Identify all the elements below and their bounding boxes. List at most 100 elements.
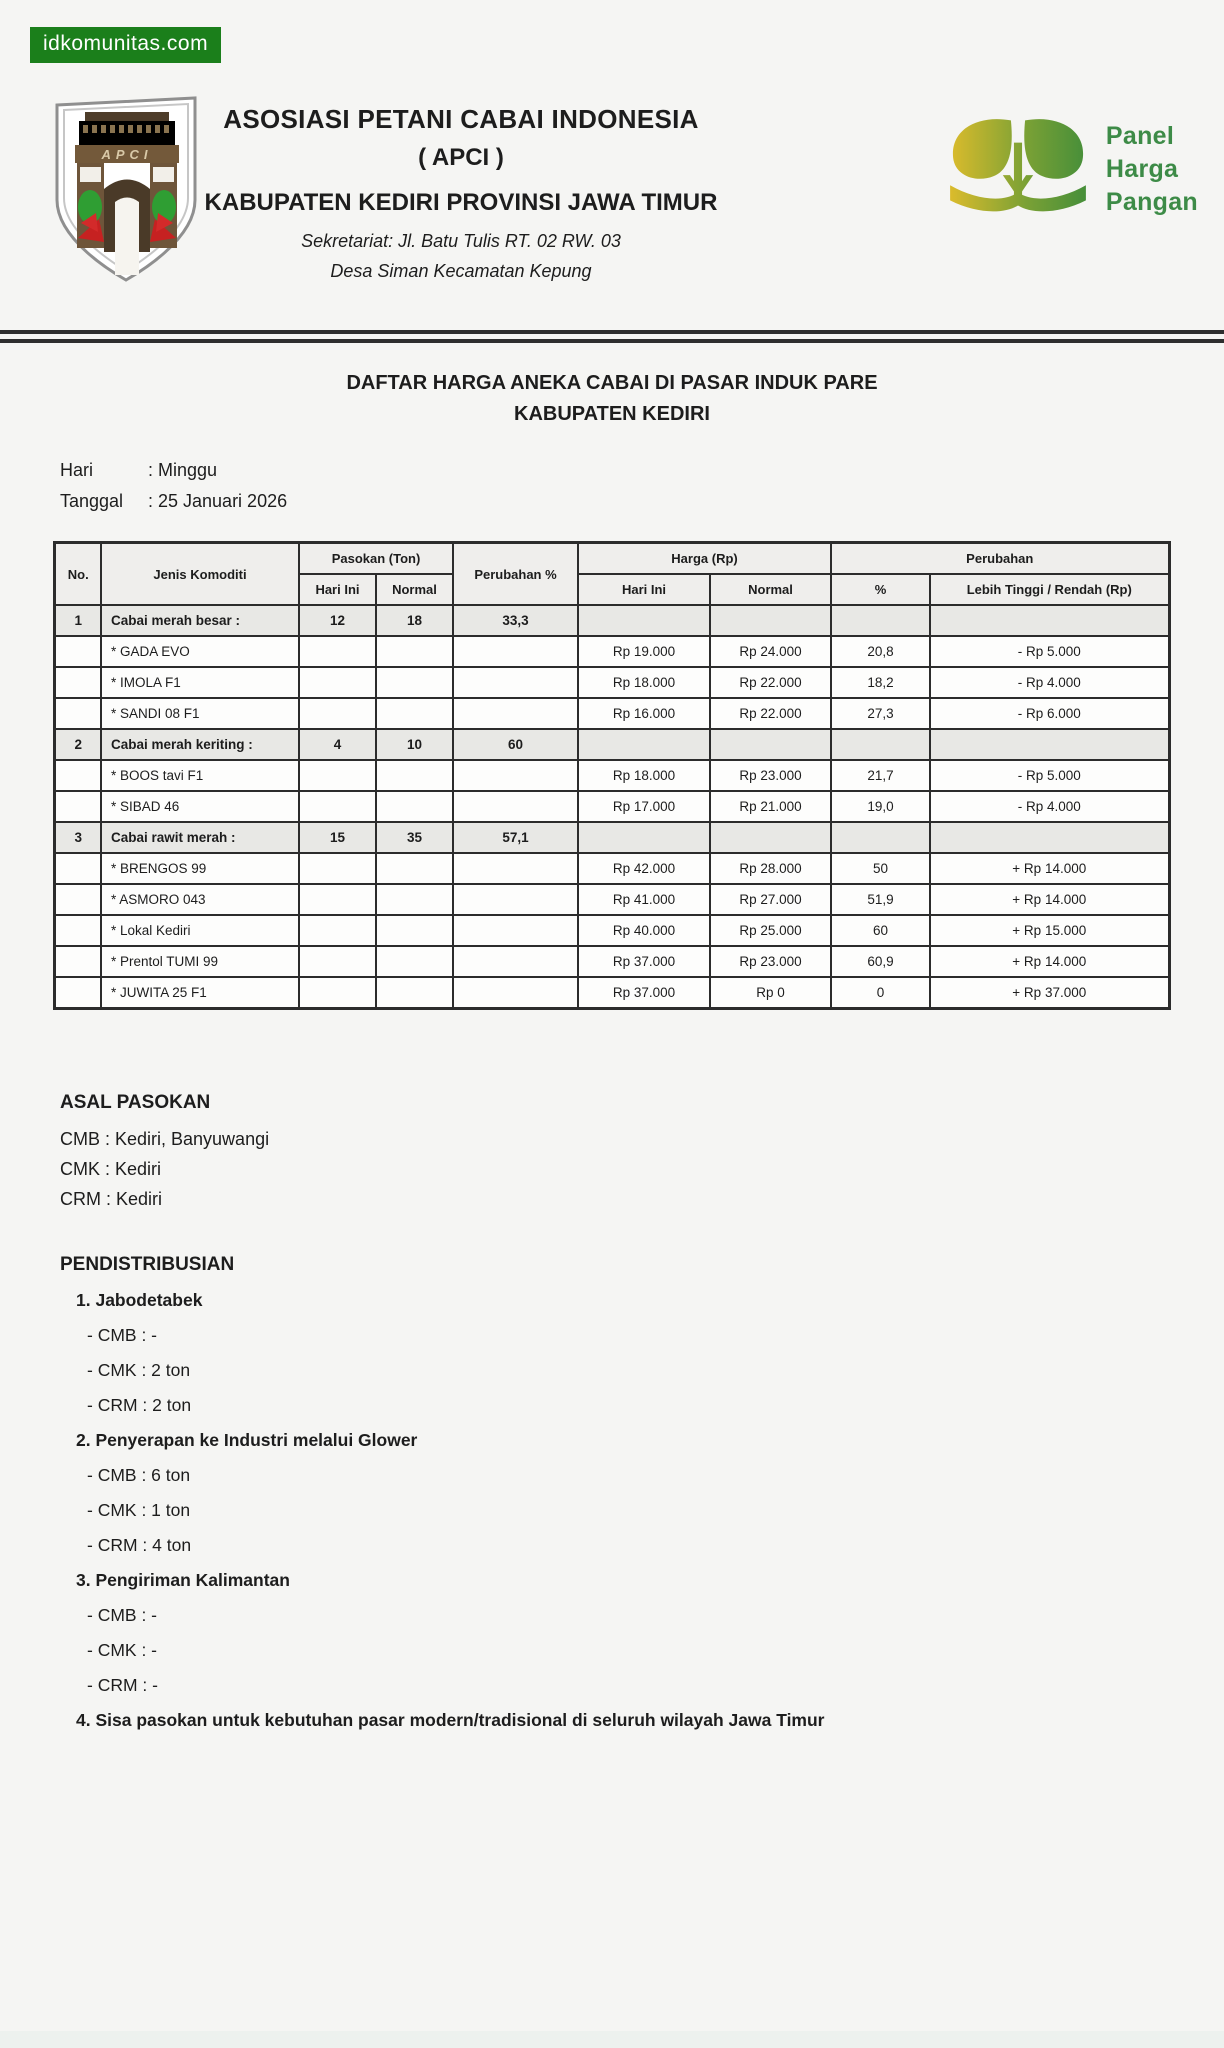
value-cell xyxy=(452,759,579,792)
value-cell: 60 xyxy=(452,728,579,761)
supply-origin-line: CMB : Kediri, Banyuwangi xyxy=(60,1128,270,1149)
value-cell xyxy=(297,759,377,792)
org-name: ASOSIASI PETANI CABAI INDONESIA xyxy=(223,104,699,134)
distribution-subitem: - CMB : - xyxy=(87,1604,157,1625)
value-cell xyxy=(374,759,455,792)
value-cell: Rp 22.000 xyxy=(708,666,833,699)
value-cell xyxy=(297,635,377,668)
value-cell xyxy=(452,914,579,947)
value-cell: Rp 18.000 xyxy=(577,759,711,792)
value-cell: 21,7 xyxy=(830,759,932,792)
value-cell xyxy=(53,945,102,978)
value-cell xyxy=(830,821,932,854)
shield-letters: APCI xyxy=(100,147,152,162)
watermark-badge: idkomunitas.com xyxy=(30,27,222,63)
value-cell xyxy=(374,883,455,916)
value-cell: Rp 17.000 xyxy=(577,790,711,823)
distribution-section: PENDISTRIBUSIAN 1. Jabodetabek - CMB : - -… xyxy=(60,1254,1224,1731)
value-cell: Rp 23.000 xyxy=(708,759,833,792)
value-cell: 0 xyxy=(830,976,932,1009)
value-cell xyxy=(374,852,455,885)
value-cell: 20,8 xyxy=(830,635,932,668)
subcol-pasokan-hari-ini: Hari Ini xyxy=(297,573,377,606)
distribution-subitem: - CRM : - xyxy=(87,1674,158,1695)
value-cell xyxy=(929,604,1171,637)
value-cell: + Rp 37.000 xyxy=(929,976,1171,1009)
date-row: Tanggal : 25 Januari 2026 xyxy=(60,486,1224,517)
commodity-name-cell: Cabai merah besar : xyxy=(99,604,300,637)
commodity-item-row: * Prentol TUMI 99 Rp 37.000 Rp 23.000 60,9 +… xyxy=(53,945,1171,978)
commodity-item-row: * JUWITA 25 F1 Rp 37.000 Rp 0 0 + Rp 37.000 xyxy=(53,976,1171,1009)
value-cell xyxy=(297,666,377,699)
supply-origin-line: CRM : Kediri xyxy=(60,1188,163,1209)
commodity-name-cell: * JUWITA 25 F1 xyxy=(99,976,300,1009)
org-region: KABUPATEN KEDIRI PROVINSI JAWA TIMUR xyxy=(204,189,718,216)
value-cell xyxy=(297,976,377,1009)
value-cell xyxy=(452,635,579,668)
value-cell: 51,9 xyxy=(830,883,932,916)
date-value: : 25 Januari 2026 xyxy=(148,491,288,511)
panel-logo-line3: Pangan xyxy=(1105,187,1198,216)
commodity-name-cell: * Lokal Kediri xyxy=(99,914,300,947)
value-cell xyxy=(53,976,102,1009)
price-table-body: 1 Cabai merah besar :12 18 33,3 * GADA EVO Rp… xyxy=(53,604,1171,1009)
value-cell: 60 xyxy=(830,914,932,947)
value-cell: - Rp 5.000 xyxy=(929,635,1171,668)
col-header-perubahan: Perubahan xyxy=(830,541,1171,575)
date-label: Tanggal xyxy=(60,491,124,511)
value-cell xyxy=(53,635,102,668)
commodity-category-row: 2 Cabai merah keriting :4 10 60 xyxy=(53,728,1171,761)
value-cell xyxy=(577,728,711,761)
value-cell: 4 xyxy=(297,728,377,761)
value-cell: - Rp 4.000 xyxy=(929,790,1171,823)
value-cell: Rp 42.000 xyxy=(577,852,711,885)
commodity-item-row: * BOOS tavi F1 Rp 18.000 Rp 23.000 21,7- Rp… xyxy=(53,759,1171,792)
supply-origin-lines: CMB : Kediri, Banyuwangi CMK : Kediri CRM … xyxy=(60,1124,1224,1214)
org-abbreviation: ( APCI ) xyxy=(418,144,504,171)
secretariat-address-line1: Sekretariat: Jl. Batu Tulis RT. 02 RW. 0… xyxy=(301,231,621,251)
org-title-block: ASOSIASI PETANI CABAI INDONESIA ( APCI )… xyxy=(178,104,744,282)
value-cell xyxy=(577,821,711,854)
value-cell: 10 xyxy=(374,728,455,761)
commodity-item-row: * SANDI 08 F1 Rp 16.000 Rp 22.000 27,3- Rp … xyxy=(53,697,1171,730)
value-cell: Rp 40.000 xyxy=(577,914,711,947)
distribution-item-title: 4. Sisa pasokan untuk kebutuhan pasar mo… xyxy=(76,1709,825,1730)
value-cell: - Rp 6.000 xyxy=(929,697,1171,730)
value-cell: Rp 18.000 xyxy=(577,666,711,699)
value-cell: 18 xyxy=(374,604,455,637)
value-cell xyxy=(929,728,1171,761)
panel-logo-line1: Panel xyxy=(1105,121,1175,150)
value-cell xyxy=(577,604,711,637)
value-cell: 57,1 xyxy=(452,821,579,854)
commodity-name-cell: * GADA EVO xyxy=(99,635,300,668)
value-cell xyxy=(830,604,932,637)
leaf-book-icon xyxy=(942,112,1094,226)
value-cell: - Rp 5.000 xyxy=(929,759,1171,792)
value-cell: Rp 19.000 xyxy=(577,635,711,668)
value-cell: Rp 24.000 xyxy=(708,635,833,668)
value-cell: 15 xyxy=(297,821,377,854)
commodity-name-cell: * BOOS tavi F1 xyxy=(99,759,300,792)
value-cell: Rp 16.000 xyxy=(577,697,711,730)
value-cell xyxy=(53,790,102,823)
price-table: No. Jenis Komoditi Pasokan (Ton) Perubah… xyxy=(53,541,1171,1010)
distribution-subitem: - CMK : - xyxy=(87,1639,157,1660)
distribution-subitem: - CRM : 2 ton xyxy=(87,1394,192,1415)
value-cell xyxy=(374,976,455,1009)
subcol-pct: % xyxy=(830,573,932,606)
shield-monument-icon: APCI xyxy=(55,96,197,282)
value-cell xyxy=(708,728,833,761)
distribution-subitem: - CRM : 4 ton xyxy=(87,1534,192,1555)
value-cell xyxy=(452,883,579,916)
commodity-name-cell: Cabai merah keriting : xyxy=(99,728,300,761)
value-cell: Rp 22.000 xyxy=(708,697,833,730)
value-cell: + Rp 14.000 xyxy=(929,883,1171,916)
supply-origin-line: CMK : Kediri xyxy=(60,1158,162,1179)
value-cell xyxy=(53,883,102,916)
distribution-item-title: 1. Jabodetabek xyxy=(76,1289,203,1310)
subcol-pasokan-normal: Normal xyxy=(374,573,455,606)
value-cell: Rp 28.000 xyxy=(708,852,833,885)
value-cell xyxy=(452,976,579,1009)
value-cell: + Rp 15.000 xyxy=(929,914,1171,947)
